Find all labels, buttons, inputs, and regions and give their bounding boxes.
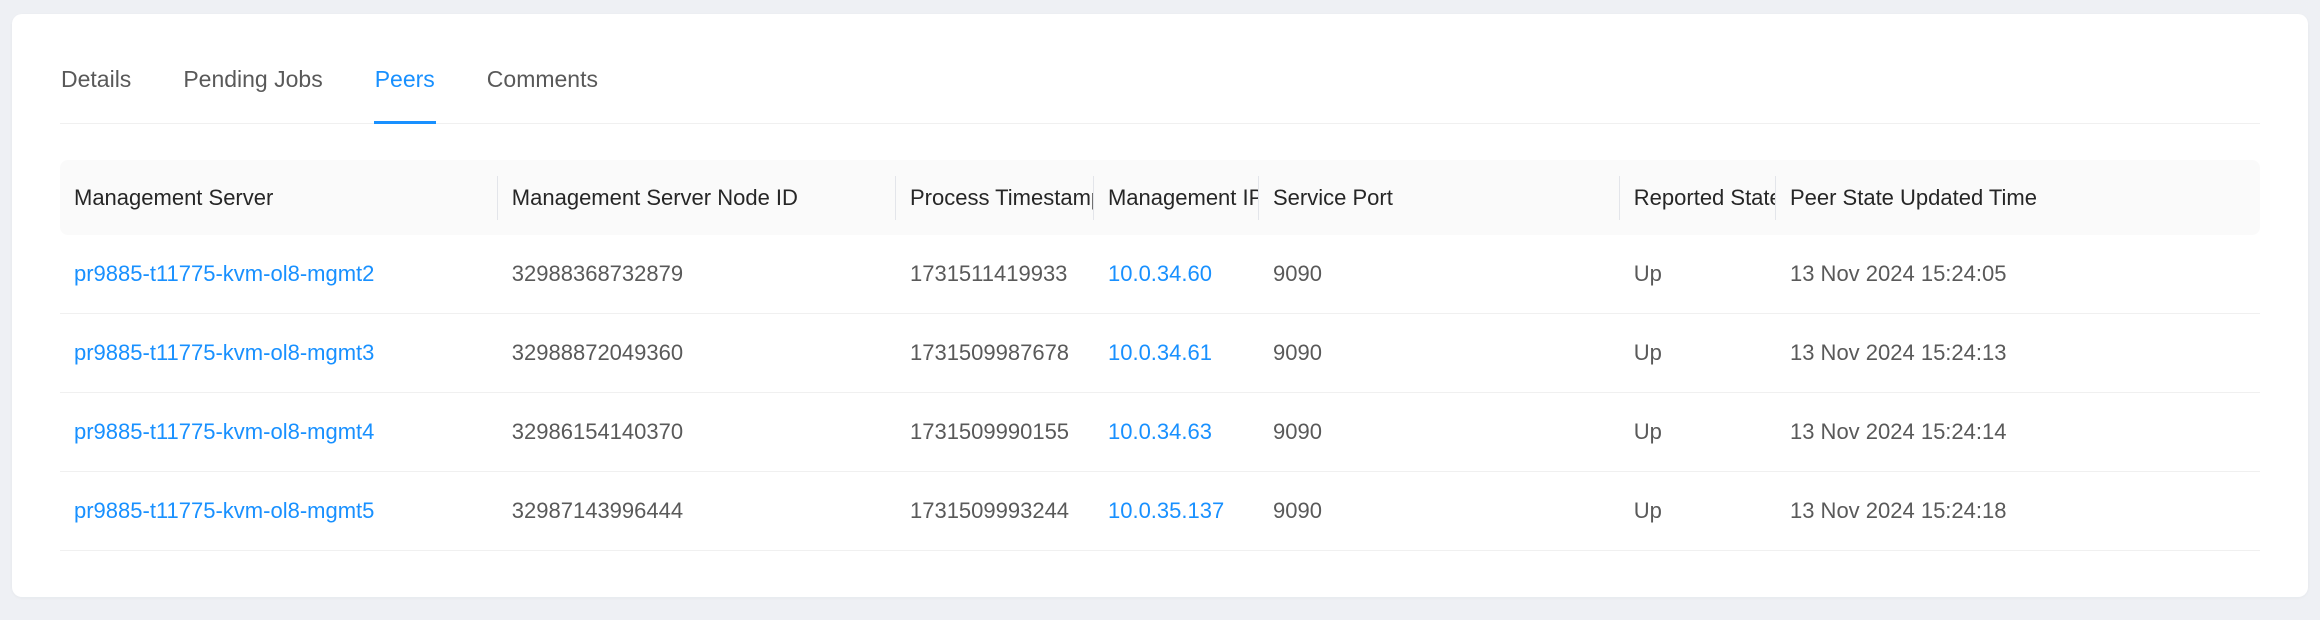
tab-details[interactable]: Details bbox=[61, 66, 132, 92]
tab-peers[interactable]: Peers bbox=[373, 14, 436, 124]
management-ip-cell: 10.0.34.60 bbox=[1093, 235, 1259, 314]
table-row: pr9885-t11775-kvm-ol8-mgmt4 329861541403… bbox=[60, 393, 2260, 472]
column-header-process-timestamp: Process Timestamp bbox=[895, 160, 1094, 235]
peer-state-updated-time-cell: 13 Nov 2024 15:24:18 bbox=[1775, 472, 2260, 551]
service-port-cell: 9090 bbox=[1258, 314, 1620, 393]
management-server-link[interactable]: pr9885-t11775-kvm-ol8-mgmt5 bbox=[74, 498, 375, 523]
column-header-service-port: Service Port bbox=[1258, 160, 1620, 235]
table-row: pr9885-t11775-kvm-ol8-mgmt3 329888720493… bbox=[60, 314, 2260, 393]
peer-state-updated-time-cell: 13 Nov 2024 15:24:14 bbox=[1775, 393, 2260, 472]
column-header-management-server: Management Server bbox=[60, 160, 498, 235]
reported-state-cell: Up bbox=[1619, 472, 1776, 551]
service-port-cell: 9090 bbox=[1258, 472, 1620, 551]
reported-state-cell: Up bbox=[1619, 235, 1776, 314]
management-server-cell: pr9885-t11775-kvm-ol8-mgmt3 bbox=[60, 314, 498, 393]
table-row: pr9885-t11775-kvm-ol8-mgmt5 329871439964… bbox=[60, 472, 2260, 551]
management-ip-link[interactable]: 10.0.35.137 bbox=[1107, 498, 1225, 523]
column-header-peer-state-updated-time: Peer State Updated Time bbox=[1775, 160, 2260, 235]
service-port-cell: 9090 bbox=[1258, 235, 1620, 314]
node-id-cell: 32988368732879 bbox=[497, 235, 896, 314]
process-timestamp-cell: 1731509990155 bbox=[895, 393, 1094, 472]
management-server-cell: pr9885-t11775-kvm-ol8-mgmt4 bbox=[60, 393, 498, 472]
management-ip-link[interactable]: 10.0.34.60 bbox=[1107, 261, 1212, 286]
process-timestamp-cell: 1731511419933 bbox=[895, 235, 1094, 314]
management-server-link[interactable]: pr9885-t11775-kvm-ol8-mgmt3 bbox=[74, 340, 375, 365]
tab-comments[interactable]: Comments bbox=[486, 66, 598, 92]
table-row: pr9885-t11775-kvm-ol8-mgmt2 329883687328… bbox=[60, 235, 2260, 314]
process-timestamp-cell: 1731509987678 bbox=[895, 314, 1094, 393]
management-server-cell: pr9885-t11775-kvm-ol8-mgmt5 bbox=[60, 472, 498, 551]
node-id-cell: 32988872049360 bbox=[497, 314, 896, 393]
column-header-reported-state: Reported State bbox=[1619, 160, 1776, 235]
service-port-cell: 9090 bbox=[1258, 393, 1620, 472]
management-server-link[interactable]: pr9885-t11775-kvm-ol8-mgmt2 bbox=[74, 261, 375, 286]
peers-table: Management Server Management Server Node… bbox=[60, 160, 2260, 551]
column-header-node-id: Management Server Node ID bbox=[497, 160, 896, 235]
management-ip-link[interactable]: 10.0.34.63 bbox=[1107, 419, 1212, 444]
tab-bar: Details Pending Jobs Peers Comments bbox=[60, 14, 2260, 124]
peer-state-updated-time-cell: 13 Nov 2024 15:24:05 bbox=[1775, 235, 2260, 314]
tab-pending-jobs[interactable]: Pending Jobs bbox=[183, 66, 323, 92]
peers-panel: Details Pending Jobs Peers Comments Mana… bbox=[12, 14, 2308, 597]
column-header-management-ip: Management IP bbox=[1093, 160, 1259, 235]
management-ip-link[interactable]: 10.0.34.61 bbox=[1107, 340, 1212, 365]
management-ip-cell: 10.0.35.137 bbox=[1093, 472, 1259, 551]
management-server-cell: pr9885-t11775-kvm-ol8-mgmt2 bbox=[60, 235, 498, 314]
node-id-cell: 32986154140370 bbox=[497, 393, 896, 472]
node-id-cell: 32987143996444 bbox=[497, 472, 896, 551]
management-ip-cell: 10.0.34.61 bbox=[1093, 314, 1259, 393]
reported-state-cell: Up bbox=[1619, 314, 1776, 393]
reported-state-cell: Up bbox=[1619, 393, 1776, 472]
process-timestamp-cell: 1731509993244 bbox=[895, 472, 1094, 551]
peer-state-updated-time-cell: 13 Nov 2024 15:24:13 bbox=[1775, 314, 2260, 393]
table-header-row: Management Server Management Server Node… bbox=[60, 160, 2260, 235]
management-ip-cell: 10.0.34.63 bbox=[1093, 393, 1259, 472]
management-server-link[interactable]: pr9885-t11775-kvm-ol8-mgmt4 bbox=[74, 419, 375, 444]
